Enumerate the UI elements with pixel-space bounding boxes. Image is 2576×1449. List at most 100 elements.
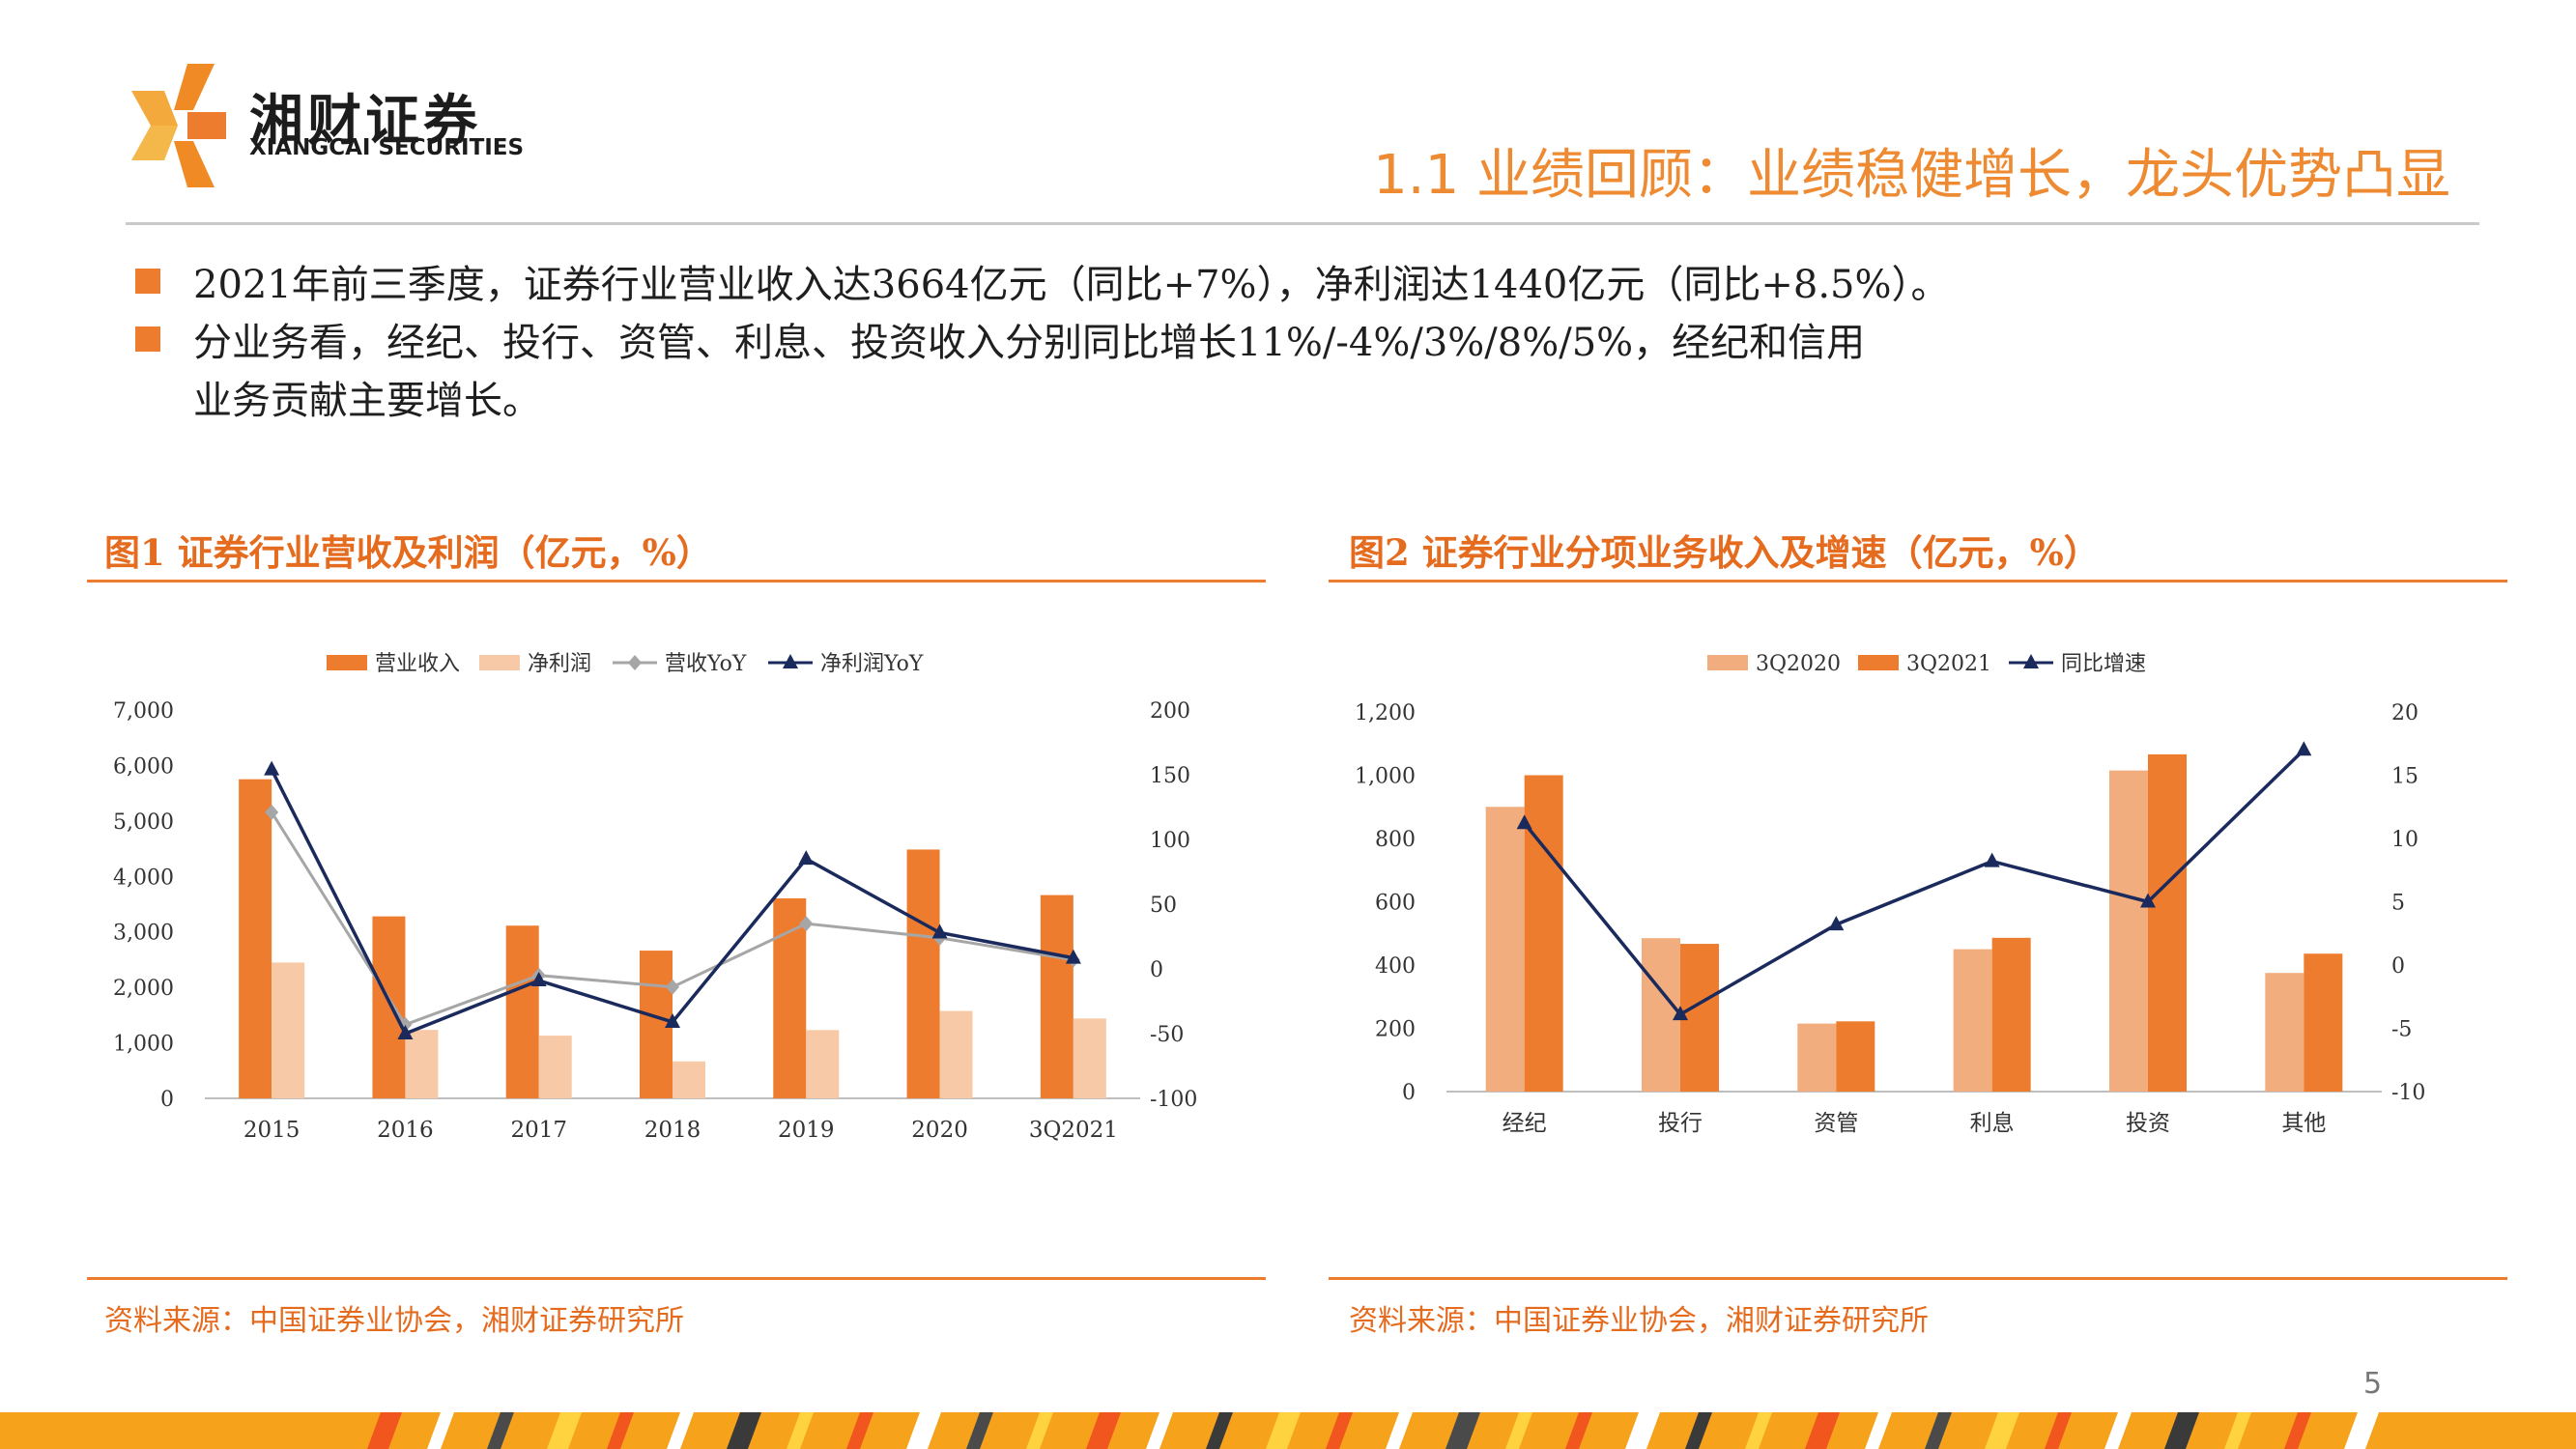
chart1-y-tick-label: 4,000 [113, 866, 174, 890]
chart1-category-label: 2019 [778, 1118, 835, 1143]
stripe-slash [2224, 1412, 2251, 1449]
chart2-bar-3Q2021 [1524, 775, 1563, 1092]
chart1-y-tick-label: 3,000 [113, 922, 174, 946]
chart1-bar-营业收入 [505, 925, 539, 1098]
stripe-slash [1326, 1412, 1353, 1449]
chart2-y2-tick-label: 20 [2391, 701, 2419, 725]
chart2-bar-3Q2020 [1797, 1023, 1837, 1092]
chart1-y-tick-label: 0 [160, 1088, 174, 1112]
chart1-y2-tick-label: -50 [1150, 1023, 1184, 1047]
chart1-y-tick-label: 7,000 [113, 699, 174, 724]
stripe-slash [906, 1412, 941, 1449]
chart1-plot: 0 1,000 2,000 3,000 4,000 5,000 6,000 7,000 -100… [113, 652, 1197, 1143]
chart1-legend-marker [783, 654, 798, 668]
stripe-slash [727, 1412, 761, 1449]
chart1-y2-tick-label: 150 [1150, 764, 1190, 788]
bullet-text-2: 分业务看，经纪、投行、资管、利息、投资收入分别同比增长11%/-4%/3%/8%… [193, 321, 1866, 365]
decorative-stripe [0, 1412, 2576, 1449]
stripe-slash [787, 1412, 814, 1449]
slide-title: 1.1 业绩回顾：业绩稳健增长，龙头优势凸显 [1373, 144, 2450, 207]
chart1-point-净利润YoY [1065, 949, 1081, 964]
stripe-slash [1985, 1412, 2019, 1449]
chart1-bar-营业收入 [239, 779, 272, 1098]
logo-name-cn: 湘财证券 [249, 90, 481, 153]
logo-name-en: XIANGCAI SECURITIES [249, 135, 525, 160]
chart1-bar-营业收入 [372, 916, 406, 1098]
chart1-point-营收YoY [799, 916, 814, 932]
chart1-legend-swatch [327, 655, 367, 670]
chart2-bar-3Q2020 [2109, 770, 2148, 1092]
stripe-slash [2104, 1412, 2132, 1449]
chart2-title-rule [1329, 580, 2507, 582]
chart2-bar-3Q2021 [1991, 937, 2031, 1092]
stripe-slash [1266, 1412, 1301, 1449]
stripe-slash [1565, 1412, 1592, 1449]
chart2-legend-swatch [1707, 655, 1748, 670]
chart1-source-rule [87, 1277, 1266, 1280]
chart2-y-tick-label: 1,200 [1355, 701, 1416, 725]
stripe-slash [2344, 1412, 2379, 1449]
stripe-slash [667, 1412, 694, 1449]
chart1-legend-label: 净利润 [528, 652, 591, 676]
chart2-point-同比增速 [1673, 1006, 1688, 1021]
chart1-point-净利润YoY [665, 1012, 680, 1028]
chart2-source-rule [1329, 1277, 2507, 1280]
stripe-slash [1086, 1412, 1121, 1449]
chart2-title: 图2 证券行业分项业务收入及增速（亿元，%） [1349, 531, 2100, 574]
chart2-y-tick-label: 800 [1375, 828, 1416, 852]
chart1-legend-swatch [479, 655, 520, 670]
stripe-slash [2045, 1412, 2072, 1449]
bullet-marker [135, 269, 160, 294]
chart2-category-label: 其他 [2281, 1111, 2326, 1136]
chart1-bar-营业收入 [1040, 895, 1073, 1098]
chart1-bar-净利润 [806, 1030, 840, 1098]
chart1-legend-label: 营业收入 [375, 652, 460, 676]
chart2-y2-tick-label: 5 [2391, 892, 2405, 916]
chart1-bar-净利润 [272, 962, 305, 1098]
chart2-legend-label: 3Q2020 [1756, 652, 1841, 676]
chart1-category-label: 2020 [911, 1118, 968, 1143]
bullet-text-1: 2021年前三季度，证券行业营业收入达3664亿元（同比+7%），净利润达144… [193, 263, 1950, 307]
chart2-bar-3Q2020 [1642, 938, 1680, 1092]
chart2-point-同比增速 [1984, 852, 2000, 867]
chart2-y-tick-label: 400 [1375, 954, 1416, 979]
page-number: 5 [2363, 1367, 2383, 1401]
chart1-source: 资料来源：中国证券业协会，湘财证券研究所 [104, 1304, 684, 1338]
chart2-bar-3Q2020 [1485, 807, 1525, 1092]
stripe-slash [607, 1412, 634, 1449]
chart2-category-label: 投资 [2126, 1111, 2170, 1136]
chart1-point-营收YoY [265, 804, 279, 820]
chart2-category-label: 资管 [1814, 1111, 1858, 1136]
chart1-category-label: 2018 [644, 1118, 701, 1143]
chart1-bar-净利润 [405, 1030, 439, 1098]
stripe-slash [547, 1412, 582, 1449]
xiangcai-logo-icon [131, 64, 226, 187]
bullet-marker [135, 327, 160, 352]
chart1-legend-label: 营收YoY [665, 652, 747, 676]
chart2-source: 资料来源：中国证券业协会，湘财证券研究所 [1349, 1304, 1929, 1338]
chart1-y-tick-label: 1,000 [113, 1033, 174, 1057]
stripe-slash [1206, 1412, 1233, 1449]
bullet-text-2-cont: 业务贡献主要增长。 [193, 379, 541, 423]
chart2-category-label: 投行 [1658, 1111, 1703, 1136]
chart1-point-净利润YoY [530, 972, 547, 987]
stripe-slash [1925, 1412, 1952, 1449]
chart2-bar-3Q2020 [1953, 949, 1992, 1092]
chart2-y2-tick-label: 15 [2391, 765, 2419, 789]
stripe-slash [2164, 1412, 2199, 1449]
chart1-bar-净利润 [673, 1061, 705, 1098]
chart1-point-净利润YoY [798, 850, 815, 866]
chart1-bar-营业收入 [906, 849, 940, 1098]
chart2-bar-3Q2021 [2148, 753, 2187, 1092]
stripe-slash [2284, 1412, 2311, 1449]
chart1-y2-tick-label: -100 [1150, 1088, 1197, 1112]
chart1-category-label: 2015 [243, 1118, 301, 1143]
stripe-slash [1625, 1412, 1660, 1449]
chart1-point-净利润YoY [264, 760, 280, 776]
chart1-y2-tick-label: 0 [1150, 958, 1163, 982]
chart2-y-tick-label: 0 [1402, 1081, 1416, 1105]
stripe-slash [846, 1412, 873, 1449]
chart2-bar-3Q2020 [2265, 973, 2304, 1092]
stripe-slash [367, 1412, 402, 1449]
chart1-point-净利润YoY [931, 923, 948, 939]
